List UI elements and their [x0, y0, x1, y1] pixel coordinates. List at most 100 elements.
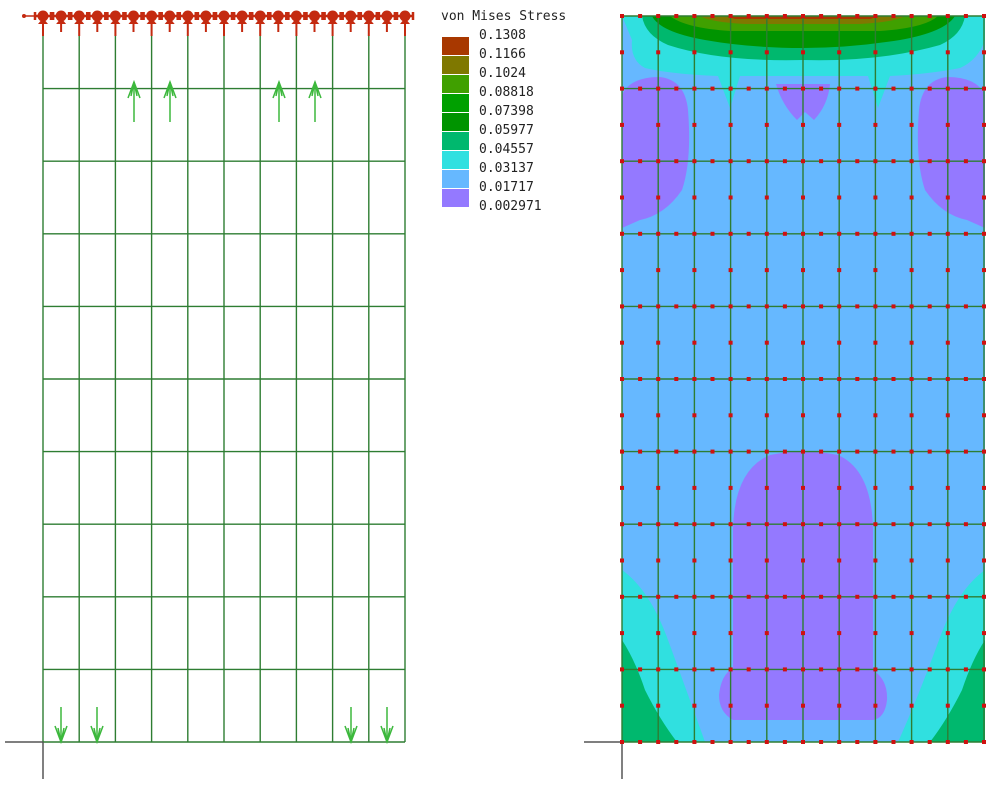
mesh-node	[891, 594, 896, 599]
mesh-node	[837, 485, 842, 490]
mesh-node	[620, 195, 624, 200]
legend-swatch	[442, 189, 469, 207]
mesh-node	[982, 304, 986, 309]
mesh-node	[620, 122, 624, 127]
contour-green-bottom-right	[930, 640, 985, 742]
fixed-support-icon	[305, 10, 324, 32]
mesh-node	[801, 86, 805, 91]
mesh-node	[620, 268, 624, 273]
mesh-node	[620, 449, 624, 454]
legend-row: 0.05977	[441, 123, 581, 150]
legend-value: 0.01717	[479, 180, 534, 195]
mesh-node	[764, 14, 769, 18]
mesh-node	[728, 304, 733, 309]
mesh-node	[638, 231, 643, 236]
mesh-node	[963, 304, 968, 309]
support-triangle	[74, 18, 85, 24]
mesh-node	[746, 231, 751, 236]
mesh-node	[620, 667, 624, 672]
mesh-node	[909, 485, 914, 490]
mesh-node	[909, 195, 914, 200]
mesh-node	[620, 50, 624, 55]
support-triangle	[92, 18, 103, 24]
mesh-node	[782, 159, 787, 164]
contour-purple-left	[622, 77, 690, 228]
mesh-node	[620, 703, 624, 708]
mesh-node	[891, 86, 896, 91]
mesh-node	[764, 86, 769, 91]
mesh-node	[837, 14, 842, 18]
mesh-node	[710, 667, 715, 672]
support-hinge	[309, 10, 320, 22]
mesh-node	[674, 522, 679, 527]
mesh-node	[728, 86, 733, 91]
mesh-node	[873, 485, 878, 490]
mesh-node	[728, 195, 733, 200]
support-hinge	[109, 10, 121, 22]
mesh-node	[764, 703, 769, 708]
support-hinge	[218, 10, 230, 22]
mesh-node	[728, 50, 733, 55]
mesh-node	[801, 485, 805, 490]
mesh-node	[674, 86, 679, 91]
mesh-node	[782, 14, 787, 18]
mesh-node	[674, 740, 679, 744]
mesh-node	[837, 522, 842, 527]
mesh-node	[674, 231, 679, 236]
mesh-node	[873, 86, 878, 91]
mesh-node	[656, 485, 661, 490]
legend-swatch	[442, 94, 469, 112]
load-arrow-down-icon	[380, 707, 394, 745]
mesh-node	[728, 667, 733, 672]
mesh-node	[710, 449, 715, 454]
mesh-node	[692, 631, 697, 636]
mesh-node	[692, 740, 697, 744]
mesh-node	[945, 740, 950, 744]
mesh-node	[837, 703, 842, 708]
mesh-node	[656, 86, 661, 91]
mesh-node	[746, 86, 751, 91]
mesh-node	[927, 231, 932, 236]
mesh-node	[873, 231, 878, 236]
mesh-node	[638, 522, 643, 527]
mesh-node	[909, 594, 914, 599]
mesh-node	[945, 413, 950, 418]
mesh-node	[855, 740, 860, 744]
legend-row: 0.1166	[441, 47, 581, 74]
mesh-node	[837, 195, 842, 200]
mesh-node	[945, 122, 950, 127]
mesh-node	[801, 304, 805, 309]
mesh-node	[873, 304, 878, 309]
mesh-node	[909, 558, 914, 563]
mesh-node	[909, 340, 914, 345]
mesh-node	[782, 594, 787, 599]
mesh-node	[945, 485, 950, 490]
mesh-node	[801, 377, 805, 381]
support-hinge	[254, 10, 266, 22]
mesh-node	[909, 159, 914, 164]
mesh-node	[674, 159, 679, 164]
mesh-node	[692, 558, 697, 563]
support-triangle	[110, 18, 121, 24]
mesh-node	[674, 449, 679, 454]
mesh-node	[656, 377, 661, 381]
mesh-node	[873, 413, 878, 418]
mesh-node	[927, 86, 932, 91]
mesh-node	[692, 122, 697, 127]
mesh-node	[819, 594, 824, 599]
mesh-node	[963, 449, 968, 454]
mesh-node	[728, 231, 733, 236]
support-hinge	[182, 10, 194, 22]
mesh-node	[692, 594, 697, 599]
arrow-head	[90, 725, 104, 745]
arrow-head	[54, 725, 68, 745]
support-triangle	[182, 18, 193, 24]
support-triangle	[363, 18, 374, 24]
mesh-node	[638, 159, 643, 164]
mesh-node	[963, 159, 968, 164]
mesh-node	[982, 340, 986, 345]
support-hinge	[272, 10, 284, 22]
mesh-node	[764, 50, 769, 55]
mesh-node	[855, 159, 860, 164]
mesh-node	[982, 522, 986, 527]
